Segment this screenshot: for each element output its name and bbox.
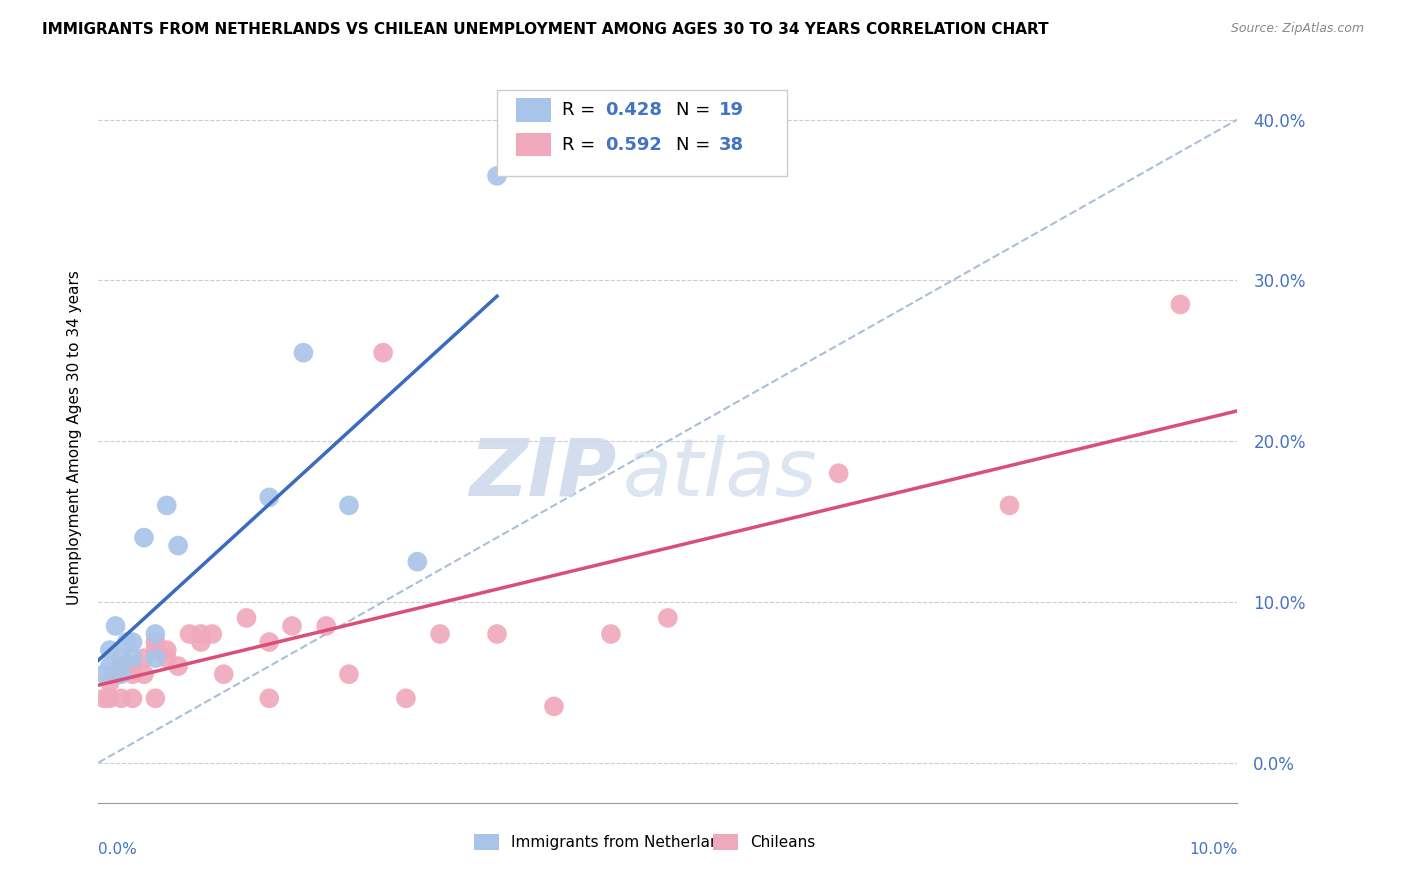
Point bbox=[337, 499, 360, 513]
Point bbox=[121, 691, 143, 706]
Point bbox=[373, 345, 395, 359]
Text: 38: 38 bbox=[718, 136, 744, 153]
Point bbox=[828, 467, 851, 481]
Point bbox=[657, 611, 679, 625]
Point bbox=[93, 667, 115, 681]
FancyBboxPatch shape bbox=[498, 90, 787, 176]
Point bbox=[110, 651, 132, 665]
Point bbox=[235, 611, 257, 625]
Point bbox=[156, 643, 179, 657]
Point bbox=[212, 667, 235, 681]
Text: 0.428: 0.428 bbox=[605, 101, 662, 119]
Point bbox=[132, 651, 155, 665]
Point bbox=[429, 627, 451, 641]
Point bbox=[132, 531, 155, 545]
Point bbox=[98, 691, 121, 706]
Point bbox=[190, 635, 212, 649]
Point bbox=[145, 651, 167, 665]
Y-axis label: Unemployment Among Ages 30 to 34 years: Unemployment Among Ages 30 to 34 years bbox=[66, 269, 82, 605]
Text: Chileans: Chileans bbox=[749, 835, 815, 850]
Text: N =: N = bbox=[676, 101, 716, 119]
Point bbox=[259, 635, 281, 649]
Point bbox=[121, 667, 143, 681]
Point bbox=[315, 619, 337, 633]
Point bbox=[156, 651, 179, 665]
Point bbox=[486, 169, 509, 183]
Point bbox=[179, 627, 201, 641]
Point bbox=[121, 659, 143, 673]
Point bbox=[104, 667, 127, 681]
Text: Source: ZipAtlas.com: Source: ZipAtlas.com bbox=[1230, 22, 1364, 36]
Point bbox=[190, 627, 212, 641]
Point bbox=[281, 619, 304, 633]
Text: N =: N = bbox=[676, 136, 716, 153]
Point bbox=[98, 675, 121, 690]
Point bbox=[156, 499, 179, 513]
Text: R =: R = bbox=[562, 101, 600, 119]
Point bbox=[145, 643, 167, 657]
Text: 19: 19 bbox=[718, 101, 744, 119]
Text: 0.0%: 0.0% bbox=[98, 842, 138, 856]
Text: R =: R = bbox=[562, 136, 600, 153]
Point bbox=[292, 345, 315, 359]
Text: 0.592: 0.592 bbox=[605, 136, 662, 153]
Point bbox=[543, 699, 565, 714]
Point bbox=[406, 555, 429, 569]
FancyBboxPatch shape bbox=[516, 133, 551, 156]
Point bbox=[486, 627, 509, 641]
Text: ZIP: ZIP bbox=[470, 434, 617, 513]
Point bbox=[600, 627, 623, 641]
Point bbox=[98, 659, 121, 673]
FancyBboxPatch shape bbox=[474, 834, 499, 850]
Point bbox=[1170, 297, 1192, 311]
FancyBboxPatch shape bbox=[516, 98, 551, 121]
Point bbox=[104, 619, 127, 633]
Text: atlas: atlas bbox=[623, 434, 817, 513]
Point bbox=[115, 635, 138, 649]
Point bbox=[110, 691, 132, 706]
Point bbox=[259, 691, 281, 706]
Text: IMMIGRANTS FROM NETHERLANDS VS CHILEAN UNEMPLOYMENT AMONG AGES 30 TO 34 YEARS CO: IMMIGRANTS FROM NETHERLANDS VS CHILEAN U… bbox=[42, 22, 1049, 37]
Point bbox=[395, 691, 418, 706]
Point bbox=[110, 667, 132, 681]
FancyBboxPatch shape bbox=[713, 834, 738, 850]
Point bbox=[121, 651, 143, 665]
Point bbox=[93, 691, 115, 706]
Point bbox=[201, 627, 224, 641]
Point bbox=[167, 659, 190, 673]
Point bbox=[132, 667, 155, 681]
Text: 10.0%: 10.0% bbox=[1189, 842, 1237, 856]
Text: Immigrants from Netherlands: Immigrants from Netherlands bbox=[510, 835, 737, 850]
Point bbox=[167, 539, 190, 553]
Point bbox=[110, 659, 132, 673]
Point bbox=[259, 491, 281, 505]
Point bbox=[337, 667, 360, 681]
Point bbox=[121, 635, 143, 649]
Point bbox=[145, 635, 167, 649]
Point bbox=[998, 499, 1021, 513]
Point bbox=[145, 627, 167, 641]
Point bbox=[145, 691, 167, 706]
Point bbox=[98, 643, 121, 657]
